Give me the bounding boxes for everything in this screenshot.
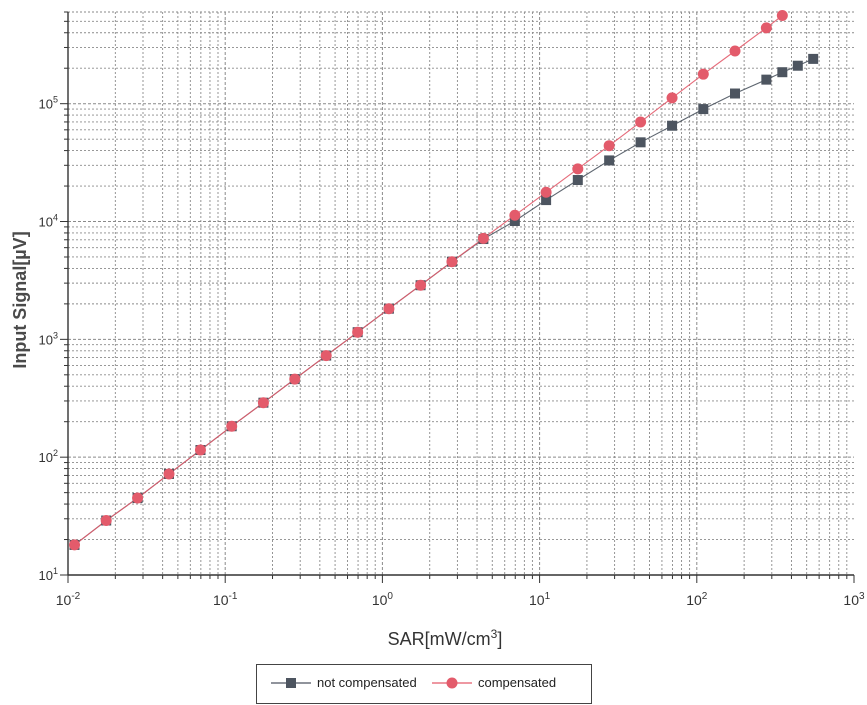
data-point-not-compensated: [777, 67, 788, 78]
data-point-compensated: [509, 209, 521, 221]
legend-label-compensated: compensated: [478, 675, 557, 690]
y-tick-label: 104: [39, 213, 58, 230]
data-point-not-compensated: [730, 88, 741, 99]
y-tick-label: 103: [39, 330, 58, 347]
data-point-compensated: [415, 279, 427, 291]
data-point-not-compensated: [635, 137, 646, 148]
legend-square-marker: [271, 678, 311, 688]
y-tick-label: 105: [39, 95, 58, 112]
data-point-compensated: [540, 186, 552, 198]
data-point-compensated: [697, 68, 709, 80]
data-point-compensated: [446, 256, 458, 268]
data-point-compensated: [572, 163, 584, 175]
data-point-not-compensated: [667, 120, 678, 131]
y-axis-title: Input Signal[µV]: [10, 231, 30, 368]
data-point-compensated: [69, 539, 81, 551]
data-point-compensated: [760, 22, 772, 34]
data-point-not-compensated: [808, 53, 819, 64]
axis-layer: [60, 11, 855, 583]
data-point-compensated: [383, 303, 395, 315]
data-point-not-compensated: [509, 216, 520, 227]
data-point-compensated: [163, 468, 175, 480]
data-point-not-compensated: [572, 175, 583, 186]
data-point-compensated: [477, 232, 489, 244]
data-point-not-compensated: [698, 104, 709, 115]
data-point-compensated: [776, 10, 788, 22]
data-point-compensated: [320, 350, 332, 362]
legend-circle-marker: [432, 677, 472, 689]
data-point-compensated: [257, 397, 269, 409]
x-tick-label: 100: [372, 591, 394, 608]
data-point-not-compensated: [792, 60, 803, 71]
data-point-compensated: [729, 45, 741, 57]
data-point-not-compensated: [541, 195, 552, 206]
series-layer: [69, 10, 819, 551]
y-tick-label: 102: [39, 448, 58, 465]
data-point-compensated: [289, 373, 301, 385]
x-tick-label: 10-1: [213, 591, 238, 608]
data-point-compensated: [635, 116, 647, 128]
x-tick-label: 103: [843, 591, 865, 608]
x-axis-title: SAR[mW/cm3]: [388, 627, 503, 649]
data-point-not-compensated: [604, 155, 615, 166]
data-point-compensated: [132, 492, 144, 504]
data-point-compensated: [352, 326, 364, 338]
data-point-compensated: [603, 140, 615, 152]
x-tick-label: 102: [686, 591, 708, 608]
series-line-compensated: [74, 15, 783, 546]
x-tick-label: 10-2: [56, 591, 81, 608]
data-point-compensated: [100, 515, 112, 527]
data-point-compensated: [226, 420, 238, 432]
legend: not compensated compensated: [256, 664, 592, 704]
label-layer: Input Signal[µV] SAR[mW/cm3] 10-2 10-1 100…: [10, 95, 865, 649]
data-point-compensated: [194, 444, 206, 456]
y-tick-label: 101: [39, 566, 58, 583]
data-point-compensated: [666, 92, 678, 104]
data-point-not-compensated: [761, 74, 772, 85]
x-tick-label: 101: [529, 591, 551, 608]
series-line-not-compensated: [74, 58, 814, 546]
legend-label-not-compensated: not compensated: [317, 675, 417, 690]
grid-layer: [67, 11, 854, 576]
